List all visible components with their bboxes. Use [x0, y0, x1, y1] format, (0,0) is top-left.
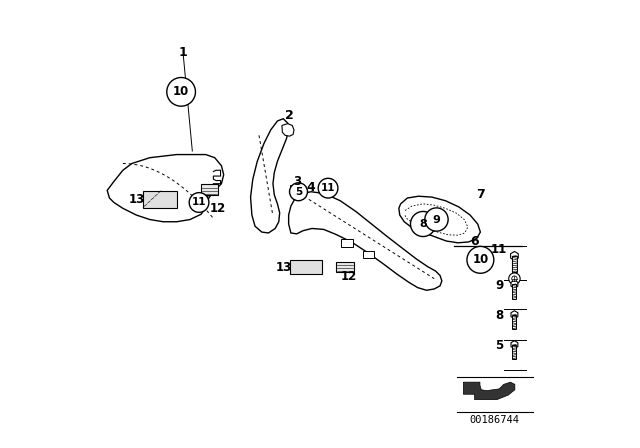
FancyBboxPatch shape [202, 184, 218, 195]
Polygon shape [108, 155, 224, 222]
Text: 9: 9 [495, 279, 503, 293]
FancyBboxPatch shape [362, 251, 374, 258]
FancyBboxPatch shape [513, 284, 516, 298]
Text: 11: 11 [192, 198, 206, 207]
Polygon shape [511, 341, 518, 349]
Text: 9: 9 [433, 215, 440, 224]
FancyBboxPatch shape [512, 256, 516, 272]
FancyBboxPatch shape [143, 191, 177, 208]
Text: 12: 12 [210, 202, 226, 215]
Polygon shape [511, 280, 518, 288]
Text: 13: 13 [128, 193, 145, 207]
Circle shape [512, 276, 517, 281]
FancyBboxPatch shape [513, 345, 516, 359]
FancyBboxPatch shape [340, 239, 353, 247]
Circle shape [425, 208, 448, 231]
Text: 6: 6 [470, 234, 479, 248]
Circle shape [509, 273, 520, 284]
FancyBboxPatch shape [336, 262, 354, 272]
Text: 4: 4 [307, 181, 316, 194]
Polygon shape [399, 196, 481, 243]
Text: 7: 7 [476, 188, 484, 202]
Circle shape [289, 183, 307, 201]
Polygon shape [289, 192, 442, 290]
Polygon shape [282, 124, 294, 136]
FancyBboxPatch shape [513, 314, 516, 329]
Text: 13: 13 [276, 260, 292, 274]
Text: 5: 5 [295, 187, 302, 197]
Text: 11: 11 [491, 243, 508, 257]
FancyBboxPatch shape [289, 260, 322, 274]
Circle shape [167, 78, 195, 106]
Text: 8: 8 [495, 309, 503, 323]
Text: 11: 11 [321, 183, 335, 193]
Polygon shape [511, 311, 518, 319]
Circle shape [410, 211, 436, 237]
Text: 10: 10 [173, 85, 189, 99]
Text: 12: 12 [341, 270, 357, 284]
Circle shape [189, 193, 209, 212]
Text: 00186744: 00186744 [470, 415, 520, 425]
Polygon shape [251, 119, 289, 233]
Text: 8: 8 [419, 219, 427, 229]
Polygon shape [463, 382, 515, 400]
Text: 3: 3 [294, 175, 301, 188]
Circle shape [318, 178, 338, 198]
Circle shape [467, 246, 494, 273]
Text: 1: 1 [179, 46, 188, 60]
Polygon shape [511, 251, 518, 260]
Text: 10: 10 [472, 253, 488, 267]
FancyBboxPatch shape [289, 185, 300, 194]
Text: 5: 5 [495, 339, 503, 353]
Text: 2: 2 [285, 109, 294, 122]
